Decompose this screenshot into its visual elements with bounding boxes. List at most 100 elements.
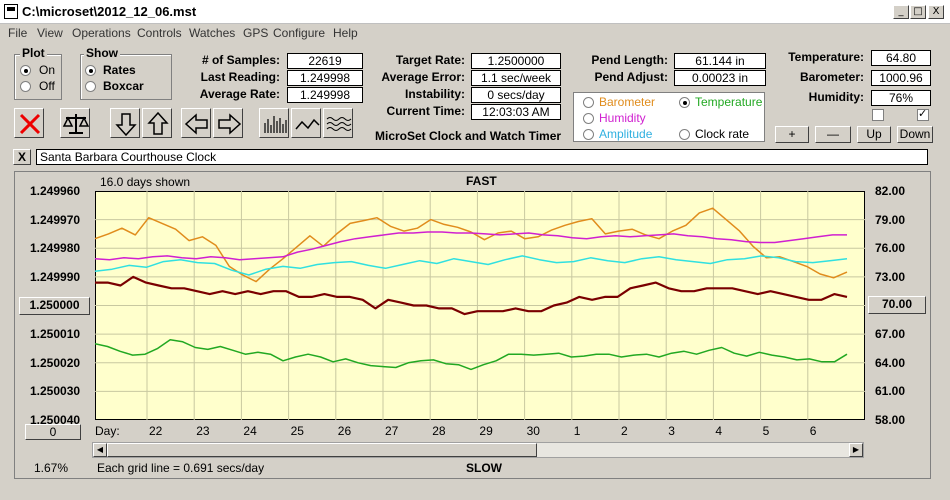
- left-zero-box[interactable]: 0: [25, 424, 81, 440]
- minus-button[interactable]: —: [815, 126, 851, 143]
- wave-view-button[interactable]: [323, 108, 353, 138]
- arrow-left-button[interactable]: [181, 108, 211, 138]
- menu-bar: File View Operations Controls Watches GP…: [0, 24, 950, 42]
- plot-on-radio[interactable]: [20, 65, 31, 76]
- humidity-radio[interactable]: [583, 113, 594, 124]
- humidity-option[interactable]: Humidity: [599, 111, 646, 125]
- clock-rate-option[interactable]: Clock rate: [695, 127, 750, 141]
- minimize-button[interactable]: _: [893, 5, 909, 19]
- temperature-option[interactable]: Temperature: [695, 95, 763, 109]
- menu-configure[interactable]: Configure: [273, 26, 326, 40]
- up-button[interactable]: Up: [857, 126, 891, 143]
- app-icon[interactable]: [4, 4, 18, 19]
- right-axis-tick: 73.00: [875, 269, 906, 284]
- x-axis-tick: 1: [573, 424, 581, 438]
- grid-line-note: Each grid line = 0.691 secs/day: [97, 461, 265, 475]
- x-axis-tick: 26: [337, 424, 352, 438]
- arrow-down-icon: [115, 113, 137, 137]
- delete-button[interactable]: [14, 108, 44, 138]
- show-boxcar-label[interactable]: Boxcar: [103, 79, 144, 93]
- plus-button[interactable]: +: [775, 126, 809, 143]
- current-time-label: Current Time:: [386, 104, 465, 118]
- barometer-field: 1000.96: [871, 70, 931, 86]
- show-group-title: Show: [84, 46, 120, 60]
- left-axis-tick: 1.250020: [30, 355, 81, 370]
- down-button[interactable]: Down: [897, 126, 933, 143]
- average-rate-label: Average Rate:: [199, 87, 280, 101]
- left-axis-tick: 1.249960: [30, 184, 81, 198]
- last-reading-label: Last Reading:: [200, 70, 280, 84]
- plot-off-radio[interactable]: [20, 81, 31, 92]
- x-axis-tick: 22: [149, 424, 163, 438]
- barometer-radio[interactable]: [583, 97, 594, 108]
- clock-name-field[interactable]: Santa Barbara Courthouse Clock: [36, 149, 928, 165]
- app-caption: MicroSet Clock and Watch Timer: [375, 129, 562, 143]
- series-line-amplitude: [95, 255, 848, 276]
- show-rates-label[interactable]: Rates: [103, 63, 136, 77]
- x-axis-tick: 3: [668, 424, 675, 438]
- show-rates-radio[interactable]: [85, 65, 96, 76]
- right-axis-tick: 82.00: [875, 184, 906, 198]
- amplitude-option[interactable]: Amplitude: [599, 127, 653, 141]
- scroll-right-arrow-icon[interactable]: ▶: [849, 443, 863, 457]
- scroll-thumb[interactable]: [107, 443, 537, 457]
- title-bar: C:\microset\2012_12_06.mst _ □ X: [0, 0, 950, 24]
- left-value-box[interactable]: 1.250000: [19, 297, 90, 315]
- arrow-left-icon: [184, 113, 208, 135]
- pend-length-field: 61.144 in: [674, 53, 766, 69]
- sensor-select-box: [573, 92, 765, 142]
- line-view-button[interactable]: [291, 108, 321, 138]
- barometer-label: Barometer:: [799, 70, 864, 84]
- average-rate-field: 1.249998: [287, 87, 363, 103]
- left-axis-tick: 1.250010: [30, 327, 81, 342]
- temperature-radio[interactable]: [679, 97, 690, 108]
- x-axis-tick: 29: [479, 424, 493, 438]
- clock-rate-radio[interactable]: [679, 129, 690, 140]
- red-x-icon: [19, 113, 41, 135]
- arrow-right-button[interactable]: [213, 108, 243, 138]
- arrow-right-icon: [218, 113, 242, 135]
- sensor-checkbox-2[interactable]: [917, 107, 929, 121]
- menu-view[interactable]: View: [37, 26, 63, 40]
- wave-graph-icon: [326, 117, 352, 131]
- menu-controls[interactable]: Controls: [137, 26, 182, 40]
- percent-label: 1.67%: [34, 461, 69, 475]
- arrow-up-button[interactable]: [142, 108, 172, 138]
- last-reading-field: 1.249998: [287, 70, 363, 86]
- left-axis-tick: 1.250040: [30, 413, 81, 427]
- window-title: C:\microset\2012_12_06.mst: [22, 4, 197, 19]
- maximize-button[interactable]: □: [910, 5, 926, 19]
- left-axis-tick: 1.249980: [30, 241, 81, 256]
- plot-off-label[interactable]: Off: [39, 79, 55, 93]
- x-axis-tick: 27: [385, 424, 399, 438]
- balance-button[interactable]: [60, 108, 90, 138]
- arrow-down-button[interactable]: [110, 108, 140, 138]
- instability-field: 0 secs/day: [471, 87, 561, 103]
- menu-operations[interactable]: Operations: [72, 26, 131, 40]
- line-graph-icon: [295, 118, 320, 130]
- menu-file[interactable]: File: [8, 26, 28, 40]
- bars-view-button[interactable]: [259, 108, 289, 138]
- rate-chart[interactable]: [95, 191, 865, 420]
- menu-gps[interactable]: GPS: [243, 26, 269, 40]
- left-axis-tick: 1.250030: [30, 384, 81, 399]
- barometer-option[interactable]: Barometer: [599, 95, 656, 109]
- instability-label: Instability:: [404, 87, 465, 101]
- menu-watches[interactable]: Watches: [189, 26, 236, 40]
- scroll-left-arrow-icon[interactable]: ◀: [93, 443, 107, 457]
- series-line-barometer: [95, 207, 848, 283]
- average-error-field: 1.1 sec/week: [471, 70, 561, 86]
- samples-field: 22619: [287, 53, 363, 69]
- sensor-checkbox-1[interactable]: [872, 109, 884, 121]
- plot-on-label[interactable]: On: [39, 63, 56, 77]
- x-axis-tick: 23: [196, 424, 210, 438]
- slow-label: SLOW: [466, 461, 502, 475]
- amplitude-radio[interactable]: [583, 129, 594, 140]
- close-button[interactable]: X: [928, 5, 944, 19]
- close-clock-button[interactable]: X: [13, 149, 31, 165]
- menu-help[interactable]: Help: [333, 26, 358, 40]
- right-value-box[interactable]: 70.00: [868, 296, 926, 314]
- left-axis-tick: 1.249990: [30, 269, 81, 284]
- horizontal-scrollbar[interactable]: ◀ ▶: [92, 442, 864, 458]
- show-boxcar-radio[interactable]: [85, 81, 96, 92]
